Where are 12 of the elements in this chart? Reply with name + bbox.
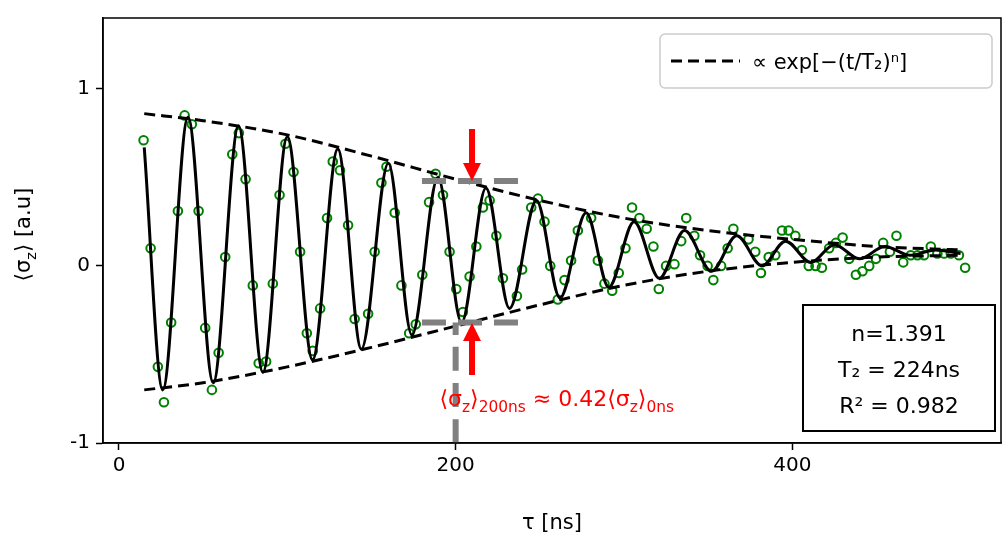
x-axis-title: τ [ns] (522, 509, 582, 534)
x-tick-label: 200 (436, 452, 475, 477)
annotation: T₂ = 224ns (836, 357, 961, 382)
y-axis-title: ⟨σz⟩ [a.u] (11, 187, 40, 282)
y-tick-label: -1 (70, 429, 90, 454)
legend-label: ∝ exp[−(t/T₂)ⁿ] (752, 50, 908, 74)
annotation: n=1.391 (851, 321, 947, 346)
y-tick-label: 1 (77, 75, 90, 100)
x-tick-label: 400 (773, 452, 812, 477)
annotation: R² = 0.982 (839, 393, 959, 418)
x-tick-label: 0 (112, 452, 126, 477)
y-tick-label: 0 (77, 252, 90, 277)
